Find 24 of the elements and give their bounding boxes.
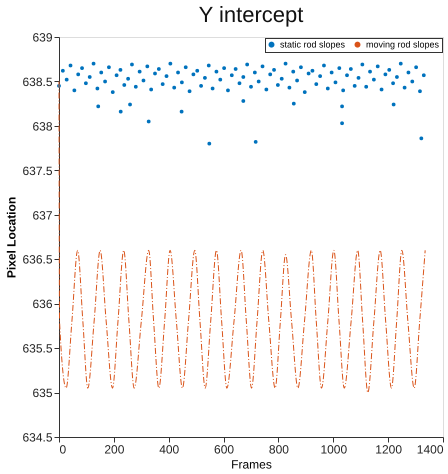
x-tick-label: 0 (60, 442, 66, 456)
chart-title: Y intercept (198, 2, 304, 27)
x-tick-label: 400 (159, 442, 180, 456)
y-tick-label: 636.5 (22, 252, 53, 267)
x-tick-label: 1200 (375, 442, 402, 456)
x-tick-label: 1400 (416, 442, 444, 456)
y-tick-label: 637.5 (22, 164, 53, 178)
y-tick-label: 635.5 (22, 342, 53, 356)
y-axis-title: Pixel Location (4, 196, 18, 278)
y-tick-label: 638 (32, 119, 53, 134)
legend-label: static rod slopes (280, 40, 346, 50)
legend-label: moving rod slopes (366, 40, 440, 50)
x-tick-label: 600 (214, 442, 234, 456)
y-tick-label: 635 (32, 386, 53, 400)
y-tick-label: 636 (32, 297, 53, 312)
y-tick-label: 639 (32, 30, 53, 44)
y-tick-label: 637 (32, 208, 53, 222)
x-tick-label: 200 (104, 442, 125, 456)
x-tick-label: 800 (268, 442, 290, 456)
y-tick-label: 634.5 (22, 430, 53, 444)
line-series (58, 80, 426, 394)
x-axis-title: Frames (231, 458, 272, 472)
x-tick-label: 1000 (320, 442, 348, 456)
y-tick-label: 638.5 (22, 74, 53, 89)
